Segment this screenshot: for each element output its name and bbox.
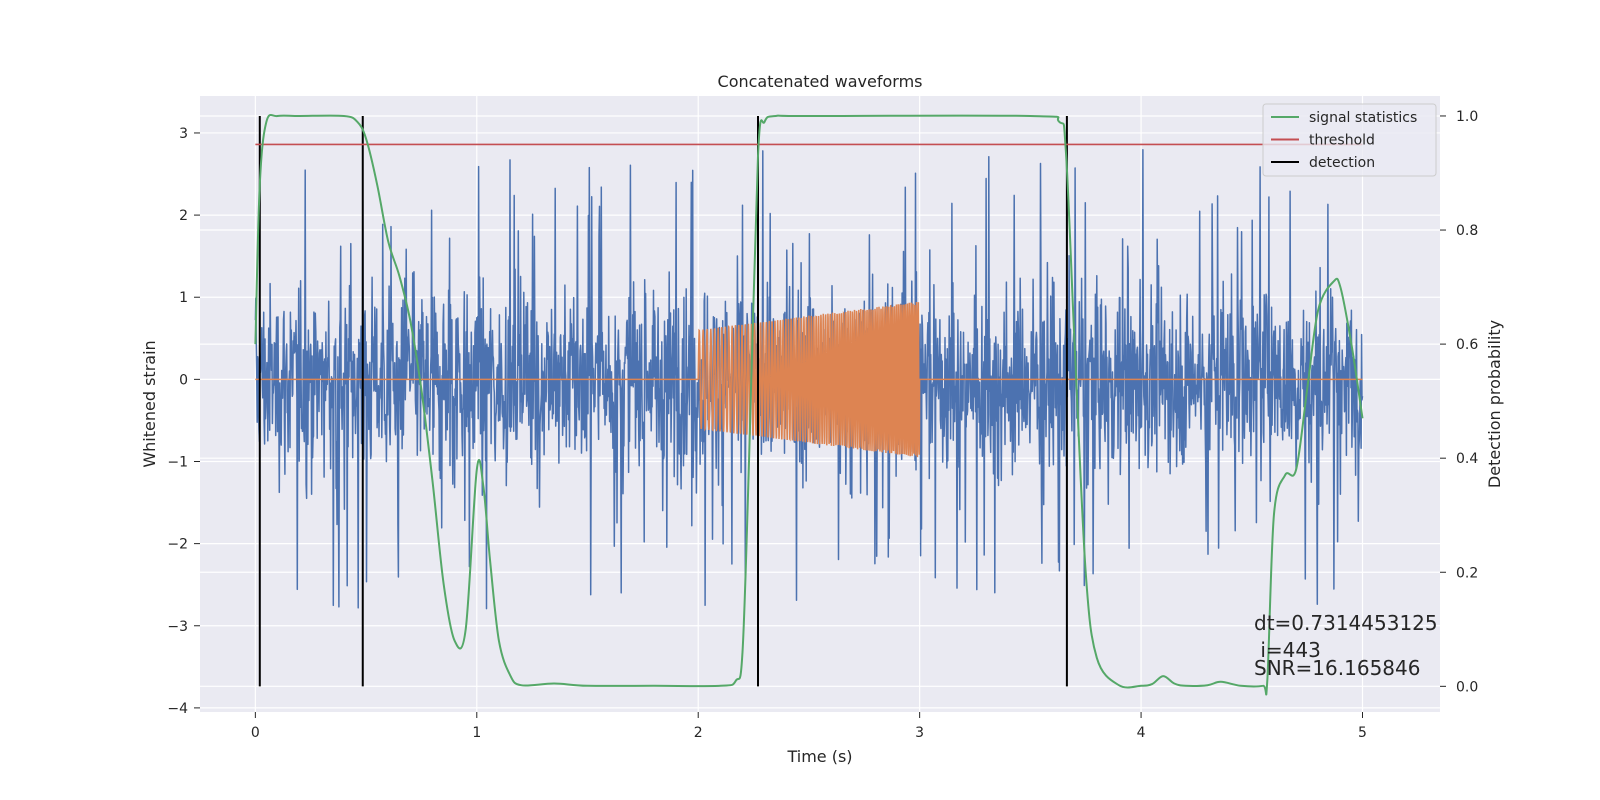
chart-title: Concatenated waveforms [718, 72, 923, 91]
y2-tick-label: 0.6 [1456, 337, 1478, 353]
y2-axis-label: Detection probability [1485, 320, 1504, 488]
x-tick-label: 3 [915, 725, 924, 741]
y-tick-label: 3 [179, 126, 188, 142]
y2-tick-label: 1.0 [1456, 109, 1478, 125]
y2-tick-label: 0.0 [1456, 679, 1478, 695]
x-tick-label: 2 [694, 725, 703, 741]
noise-series-line [254, 149, 1364, 610]
dt-annotation: dt=0.7314453125 [1254, 611, 1438, 635]
y-tick-label: 2 [179, 208, 188, 224]
index-annotation: i=443 [1254, 638, 1321, 662]
y-tick-label: 0 [179, 372, 188, 388]
x-tick-label: 1 [472, 725, 481, 741]
chirp-series-line [255, 301, 1363, 458]
ticks-layer: 0 1 2 3 4 5 −4 −3 −2 −1 0 1 2 3 0.0 0.2 0.4 0.6 0.8 1.0 [167, 109, 1478, 741]
x-tick-label: 5 [1358, 725, 1367, 741]
y2-tick-label: 0.4 [1456, 451, 1478, 467]
y-tick-label: 1 [179, 290, 188, 306]
snr-annotation: SNR=16.165846 [1254, 656, 1420, 680]
x-tick-label: 4 [1137, 725, 1146, 741]
y-axis-label: Whitened strain [140, 340, 159, 467]
y2-tick-label: 0.2 [1456, 565, 1478, 581]
series-layer [254, 113, 1364, 696]
legend-box [1262, 103, 1437, 177]
y-tick-label: −4 [167, 701, 188, 717]
legend-label: signal statistics [1309, 110, 1417, 126]
legend-label: threshold [1309, 133, 1375, 149]
x-axis-label: Time (s) [786, 747, 852, 766]
legend-label: detection [1309, 155, 1375, 171]
y-tick-label: −2 [167, 537, 188, 553]
legend: signal statistics threshold detection [1262, 103, 1437, 177]
y-tick-label: −3 [167, 619, 188, 635]
y2-tick-label: 0.8 [1456, 223, 1478, 239]
x-tick-label: 0 [251, 725, 260, 741]
y-tick-label: −1 [167, 454, 188, 470]
signal-statistics-line [254, 113, 1364, 696]
